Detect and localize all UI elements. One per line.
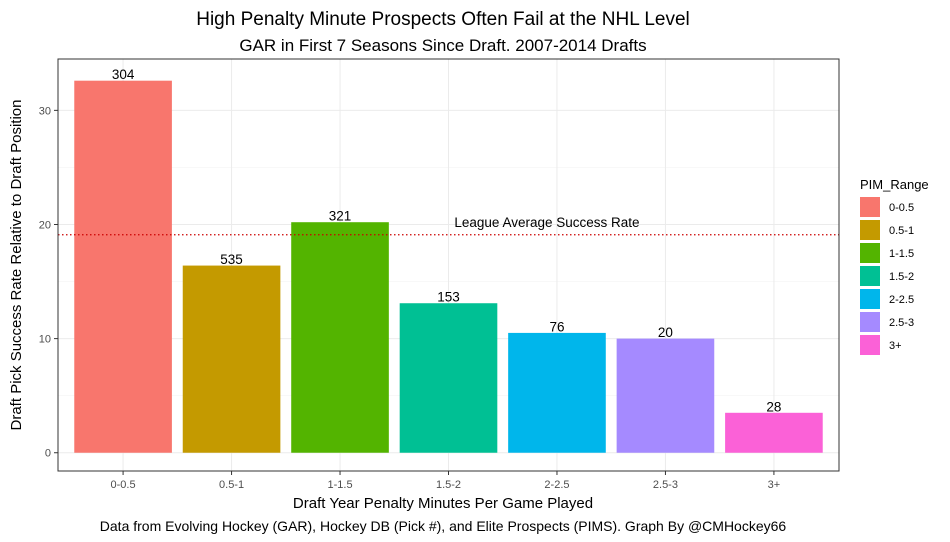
x-tick-label: 1.5-2 <box>436 479 461 491</box>
legend-label: 1-1.5 <box>889 248 914 260</box>
bar-value-label: 76 <box>549 319 564 334</box>
legend-key-1.5-2 <box>860 266 880 286</box>
bar-2.5-3 <box>616 338 715 453</box>
bar-1-1.5 <box>291 222 389 453</box>
legend-label: 2.5-3 <box>889 317 914 329</box>
bar-3+ <box>725 412 823 453</box>
bar-value-label: 28 <box>766 399 781 414</box>
bars <box>74 80 823 453</box>
bar-value-label: 153 <box>437 290 460 305</box>
y-tick-label: 30 <box>39 105 51 117</box>
legend-label: 0.5-1 <box>889 225 914 237</box>
x-tick-label: 0-0.5 <box>111 479 136 491</box>
chart-caption: Data from Evolving Hockey (GAR), Hockey … <box>100 518 787 534</box>
x-axis-ticks: 0-0.5 0.5-1 1-1.5 1.5-2 2-2.5 2.5-3 3+ <box>111 471 781 491</box>
y-tick-label: 0 <box>45 448 51 460</box>
chart-title: High Penalty Minute Prospects Often Fail… <box>196 9 690 30</box>
legend-label: 0-0.5 <box>889 202 914 214</box>
bar-2-2.5 <box>508 332 606 453</box>
legend-key-0.5-1 <box>860 220 880 240</box>
x-tick-label: 0.5-1 <box>219 479 244 491</box>
legend-key-1-1.5 <box>860 243 880 263</box>
legend-key-0-0.5 <box>860 197 880 217</box>
bar-0.5-1 <box>182 265 281 453</box>
x-tick-label: 1-1.5 <box>327 479 352 491</box>
x-tick-label: 2.5-3 <box>653 479 678 491</box>
legend-key-3+ <box>860 335 880 355</box>
legend-title: PIM_Range <box>860 177 929 192</box>
legend-label: 1.5-2 <box>889 271 914 283</box>
legend-key-2.5-3 <box>860 312 880 332</box>
legend-key-2-2.5 <box>860 289 880 309</box>
legend-label: 3+ <box>889 340 902 352</box>
bar-1.5-2 <box>399 303 498 453</box>
legend: PIM_Range 0-0.5 0.5-1 1-1.5 1.5-2 2-2.5 2.5-3… <box>860 177 929 355</box>
bar-value-label: 304 <box>112 67 135 82</box>
y-axis-title: Draft Pick Success Rate Relative to Draf… <box>8 100 25 431</box>
x-axis-title: Draft Year Penalty Minutes Per Game Play… <box>293 495 593 512</box>
chart-subtitle: GAR in First 7 Seasons Since Draft. 2007… <box>239 36 646 55</box>
bar-value-label: 321 <box>329 209 352 224</box>
y-tick-label: 10 <box>39 334 51 346</box>
league-average-label: League Average Success Rate <box>454 215 639 230</box>
bar-value-label: 535 <box>220 252 243 267</box>
x-tick-label: 3+ <box>768 479 781 491</box>
bar-labels: 304 535 321 153 76 20 28 <box>112 67 782 414</box>
bar-0-0.5 <box>74 80 172 453</box>
y-axis-ticks: 0 10 20 30 <box>39 105 58 460</box>
y-tick-label: 20 <box>39 219 51 231</box>
x-tick-label: 2-2.5 <box>544 479 569 491</box>
legend-label: 2-2.5 <box>889 294 914 306</box>
bar-value-label: 20 <box>658 325 673 340</box>
